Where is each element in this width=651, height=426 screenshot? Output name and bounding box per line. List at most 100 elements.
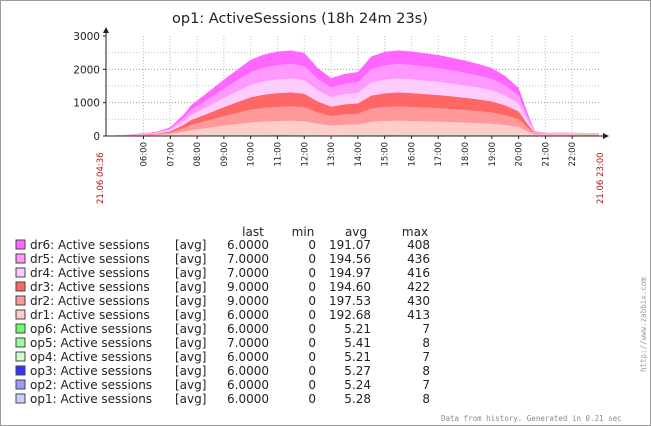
- x-end-label: 21.06 23:00: [596, 152, 606, 204]
- legend-avg: 192.68: [329, 308, 371, 322]
- legend-last: 6.0000: [227, 238, 269, 252]
- legend-max: 8: [422, 392, 430, 406]
- x-tick-label: 10:00: [247, 142, 257, 167]
- x-tick-label: 20:00: [515, 142, 525, 167]
- footer-note: Data from history. Generated in 0.21 sec: [441, 414, 622, 423]
- legend-min: 0: [308, 266, 316, 280]
- legend-series-name: op3: Active sessions: [30, 364, 152, 378]
- area-dr2: [106, 106, 599, 136]
- legend-avg: 194.97: [329, 266, 371, 280]
- legend-row: op4: Active sessions [avg] 6.0000 0 5.21 7: [15, 350, 430, 364]
- x-tick-label: 08:00: [193, 142, 203, 167]
- legend-last: 6.0000: [227, 322, 269, 336]
- legend-row: op6: Active sessions [avg] 6.0000 0 5.21 7: [15, 322, 430, 336]
- legend-func: [avg]: [175, 322, 206, 336]
- legend-last: 6.0000: [227, 350, 269, 364]
- area-op6: [106, 134, 599, 136]
- area-op3: [106, 135, 599, 136]
- x-tick-label: 12:00: [300, 142, 310, 167]
- legend-max: 8: [422, 364, 430, 378]
- legend-swatch: [15, 351, 26, 362]
- legend-avg: 5.28: [344, 392, 371, 406]
- legend-col-last: last: [242, 225, 264, 239]
- legend-swatch: [15, 323, 26, 334]
- legend-min: 0: [308, 308, 316, 322]
- legend-max: 408: [407, 238, 430, 252]
- legend-max: 430: [407, 294, 430, 308]
- x-tick-label: 07:00: [166, 142, 176, 167]
- legend-header: last min avg max: [242, 225, 428, 239]
- area-op4: [106, 135, 599, 136]
- legend-series-name: dr5: Active sessions: [30, 252, 150, 266]
- legend-min: 0: [308, 364, 316, 378]
- x-tick-label: 21:00: [541, 142, 551, 167]
- legend-max: 413: [407, 308, 430, 322]
- legend-func: [avg]: [175, 280, 206, 294]
- legend-row: dr5: Active sessions [avg] 7.0000 0 194.56 43…: [15, 252, 430, 266]
- x-tick-label: 11:00: [273, 142, 283, 167]
- legend-max: 7: [422, 350, 430, 364]
- legend-last: 6.0000: [227, 392, 269, 406]
- area-dr1: [106, 120, 599, 136]
- legend-avg: 191.07: [329, 238, 371, 252]
- y-tick-labels: 0 1000 2000 3000: [73, 31, 100, 143]
- y-tick-label: 0: [93, 131, 100, 143]
- legend-row: dr6: Active sessions [avg] 6.0000 0 191.07 40…: [15, 238, 430, 252]
- legend-last: 6.0000: [227, 308, 269, 322]
- legend-series-name: op6: Active sessions: [30, 322, 152, 336]
- legend-max: 436: [407, 252, 430, 266]
- x-start-label: 21.06 04:36: [96, 152, 106, 204]
- legend-func: [avg]: [175, 252, 206, 266]
- legend-min: 0: [308, 294, 316, 308]
- legend-series-name: dr3: Active sessions: [30, 280, 150, 294]
- legend-avg: 5.21: [344, 322, 371, 336]
- legend-func: [avg]: [175, 336, 206, 350]
- x-tick-label: 13:00: [327, 142, 337, 167]
- legend-avg: 194.60: [329, 280, 371, 294]
- legend-func: [avg]: [175, 238, 206, 252]
- legend-swatch: [15, 253, 26, 264]
- y-tick-label: 1000: [73, 98, 100, 110]
- legend-max: 8: [422, 336, 430, 350]
- legend-series-name: op2: Active sessions: [30, 378, 152, 392]
- legend-series-name: op5: Active sessions: [30, 336, 152, 350]
- legend-row: op1: Active sessions [avg] 6.0000 0 5.28 8: [15, 392, 430, 406]
- legend-max: 422: [407, 280, 430, 294]
- area-dr6: [106, 50, 599, 137]
- legend-series-name: op1: Active sessions: [30, 392, 152, 406]
- legend-func: [avg]: [175, 364, 206, 378]
- legend-row: op5: Active sessions [avg] 7.0000 0 5.41 8: [15, 336, 430, 350]
- legend-series-name: op4: Active sessions: [30, 350, 152, 364]
- x-tick-label: 06:00: [140, 142, 150, 167]
- legend-col-max: max: [402, 225, 428, 239]
- legend-max: 7: [422, 322, 430, 336]
- y-tick-label: 3000: [73, 31, 100, 43]
- legend-max: 7: [422, 378, 430, 392]
- legend-min: 0: [308, 336, 316, 350]
- legend-swatch: [15, 337, 26, 348]
- legend-func: [avg]: [175, 308, 206, 322]
- legend-min: 0: [308, 350, 316, 364]
- legend-min: 0: [308, 322, 316, 336]
- chart-title: op1: ActiveSessions (18h 24m 23s): [172, 11, 428, 27]
- legend-last: 6.0000: [227, 364, 269, 378]
- legend-last: 7.0000: [227, 266, 269, 280]
- legend: dr6: Active sessions [avg] 6.0000 0 191.07 40…: [15, 238, 430, 406]
- legend-func: [avg]: [175, 392, 206, 406]
- y-tick-label: 2000: [73, 64, 100, 76]
- legend-swatch: [15, 309, 26, 320]
- legend-row: dr1: Active sessions [avg] 6.0000 0 192.68 41…: [15, 308, 430, 322]
- x-axis-arrow: [603, 133, 609, 139]
- legend-min: 0: [308, 252, 316, 266]
- x-tick-label: 14:00: [354, 142, 364, 167]
- x-tick-labels: 06:00 07:00 08:00 09:00 10:00 11:00 12:00 13:00…: [140, 142, 579, 167]
- legend-func: [avg]: [175, 350, 206, 364]
- legend-max: 416: [407, 266, 430, 280]
- legend-swatch: [15, 393, 26, 404]
- legend-last: 7.0000: [227, 252, 269, 266]
- legend-avg: 5.21: [344, 350, 371, 364]
- legend-row: op3: Active sessions [avg] 6.0000 0 5.27 8: [15, 364, 430, 378]
- legend-swatch: [15, 281, 26, 292]
- legend-avg: 5.27: [344, 364, 371, 378]
